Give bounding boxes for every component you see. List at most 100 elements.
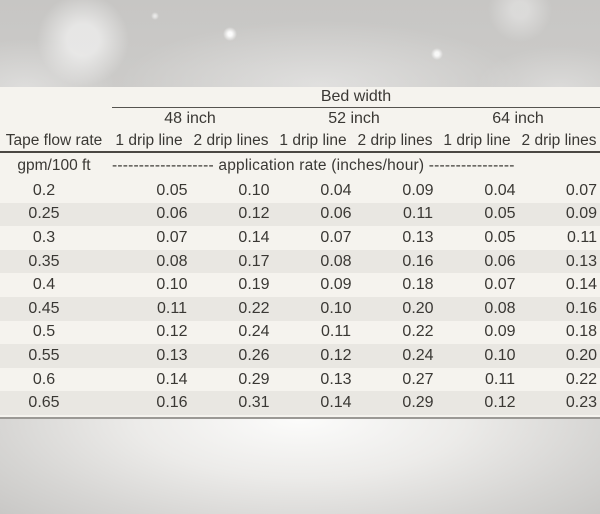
value-cell: 0.07: [320, 228, 352, 246]
value-cell: 0.18: [565, 323, 597, 341]
value-cell: 0.09: [484, 323, 516, 341]
value-cell: 0.05: [156, 181, 188, 199]
column-header: 1 drip line: [115, 132, 183, 149]
value-cell: 0.27: [402, 370, 434, 388]
flow-rate-cell: 0.5: [32, 323, 56, 341]
table-row: 0.5 0.12 0.24 0.11 0.22 0.09 0.18: [0, 321, 600, 345]
flow-rate-cell: 0.3: [32, 228, 56, 246]
value-cell: 0.08: [484, 299, 516, 317]
group-header-52inch: 52 inch: [328, 110, 380, 127]
value-cell: 0.10: [238, 181, 270, 199]
flow-rate-cell: 0.6: [32, 370, 56, 388]
value-cell: 0.10: [320, 299, 352, 317]
value-cell: 0.09: [320, 276, 352, 294]
value-cell: 0.04: [484, 181, 516, 199]
application-rate-table: Bed width 48 inch 52 inch 64 inch Tape f…: [0, 87, 600, 417]
flow-rate-cell: 0.65: [28, 394, 60, 412]
column-header: 1 drip line: [279, 132, 347, 149]
value-cell: 0.16: [402, 252, 434, 270]
row-axis-label: Tape flow rate: [5, 132, 103, 149]
value-cell: 0.07: [484, 276, 516, 294]
table-row: 0.6 0.14 0.29 0.13 0.27 0.11 0.22: [0, 368, 600, 392]
value-cell: 0.31: [238, 394, 270, 412]
value-cell: 0.12: [484, 394, 516, 412]
table-row: 0.25 0.06 0.12 0.06 0.11 0.05 0.09: [0, 202, 600, 227]
value-cell: 0.08: [320, 252, 352, 270]
value-cell: 0.10: [484, 346, 516, 364]
value-cell: 0.24: [238, 323, 270, 341]
value-cell: 0.29: [238, 370, 270, 388]
value-cell: 0.26: [238, 346, 270, 364]
value-cell: 0.16: [565, 299, 597, 317]
column-header: 2 drip lines: [357, 132, 433, 149]
value-cell: 0.14: [320, 394, 352, 412]
table-row: 0.4 0.10 0.19 0.09 0.18 0.07 0.14: [0, 273, 600, 297]
units-row: gpm/100 ft ------------------- applicati…: [0, 153, 600, 179]
value-cell: 0.19: [238, 276, 270, 294]
group-spacer: [0, 107, 108, 130]
column-header-row: Tape flow rate 1 drip line 2 drip lines …: [0, 130, 600, 153]
table-row: 0.3 0.07 0.14 0.07 0.13 0.05 0.11: [0, 226, 600, 250]
flow-rate-cell: 0.35: [28, 252, 60, 270]
unit-note-text: application rate (inches/hour): [218, 157, 425, 174]
value-cell: 0.11: [157, 299, 187, 317]
column-header: 2 drip lines: [193, 132, 269, 149]
value-cell: 0.11: [321, 323, 351, 341]
value-cell: 0.13: [156, 346, 188, 364]
table-title-row: Bed width: [0, 87, 600, 108]
table-row: 0.45 0.11 0.22 0.10 0.20 0.08 0.16: [0, 296, 600, 321]
value-cell: 0.22: [402, 323, 434, 341]
value-cell: 0.11: [567, 228, 597, 246]
value-cell: 0.12: [156, 323, 188, 341]
table-row: 0.35 0.08 0.17 0.08 0.16 0.06 0.13: [0, 249, 600, 274]
table-row: 0.65 0.16 0.31 0.14 0.29 0.12 0.23: [0, 391, 600, 415]
value-cell: 0.07: [156, 228, 188, 246]
background-bottom-gradient: [0, 417, 600, 514]
row-axis-unit: gpm/100 ft: [17, 157, 91, 174]
value-cell: 0.14: [238, 228, 270, 246]
value-cell: 0.22: [238, 299, 270, 317]
table-title: Bed width: [112, 87, 600, 108]
flow-rate-cell: 0.4: [32, 276, 56, 294]
value-cell: 0.23: [565, 394, 597, 412]
value-cell: 0.20: [402, 299, 434, 317]
unit-note-right-dashes: ----------------: [428, 157, 515, 174]
value-cell: 0.14: [156, 370, 188, 388]
value-cell: 0.10: [156, 276, 188, 294]
value-cell: 0.12: [320, 346, 352, 364]
unit-note-left-dashes: -------------------: [112, 157, 214, 174]
column-header: 2 drip lines: [521, 132, 597, 149]
value-cell: 0.09: [402, 181, 434, 199]
flow-rate-cell: 0.55: [28, 346, 60, 364]
background-top-bokeh: [0, 0, 600, 88]
value-cell: 0.06: [320, 205, 352, 223]
flow-rate-cell: 0.45: [28, 299, 60, 317]
value-cell: 0.04: [320, 181, 352, 199]
value-cell: 0.09: [565, 205, 597, 223]
group-header-48inch: 48 inch: [164, 110, 216, 127]
value-cell: 0.06: [156, 205, 188, 223]
value-cell: 0.08: [156, 252, 188, 270]
bed-width-group-row: 48 inch 52 inch 64 inch: [0, 107, 600, 130]
table-row: 0.55 0.13 0.26 0.12 0.24 0.10 0.20: [0, 344, 600, 368]
value-cell: 0.07: [565, 181, 597, 199]
column-header: 1 drip line: [443, 132, 511, 149]
value-cell: 0.12: [238, 205, 270, 223]
value-cell: 0.14: [565, 276, 597, 294]
value-cell: 0.06: [484, 252, 516, 270]
flow-rate-cell: 0.25: [28, 205, 60, 223]
value-cell: 0.05: [484, 205, 516, 223]
value-cell: 0.18: [402, 276, 434, 294]
value-cell: 0.05: [484, 228, 516, 246]
value-cell: 0.13: [402, 228, 434, 246]
flow-rate-cell: 0.2: [32, 181, 56, 199]
value-cell: 0.29: [402, 394, 434, 412]
value-cell: 0.13: [565, 252, 597, 270]
group-header-64inch: 64 inch: [492, 110, 544, 127]
value-cell: 0.11: [485, 370, 515, 388]
value-cell: 0.17: [238, 252, 270, 270]
table-rows: 0.2 0.05 0.10 0.04 0.09 0.04 0.07 0.25 0…: [0, 179, 600, 415]
value-cell: 0.20: [565, 346, 597, 364]
value-cell: 0.24: [402, 346, 434, 364]
